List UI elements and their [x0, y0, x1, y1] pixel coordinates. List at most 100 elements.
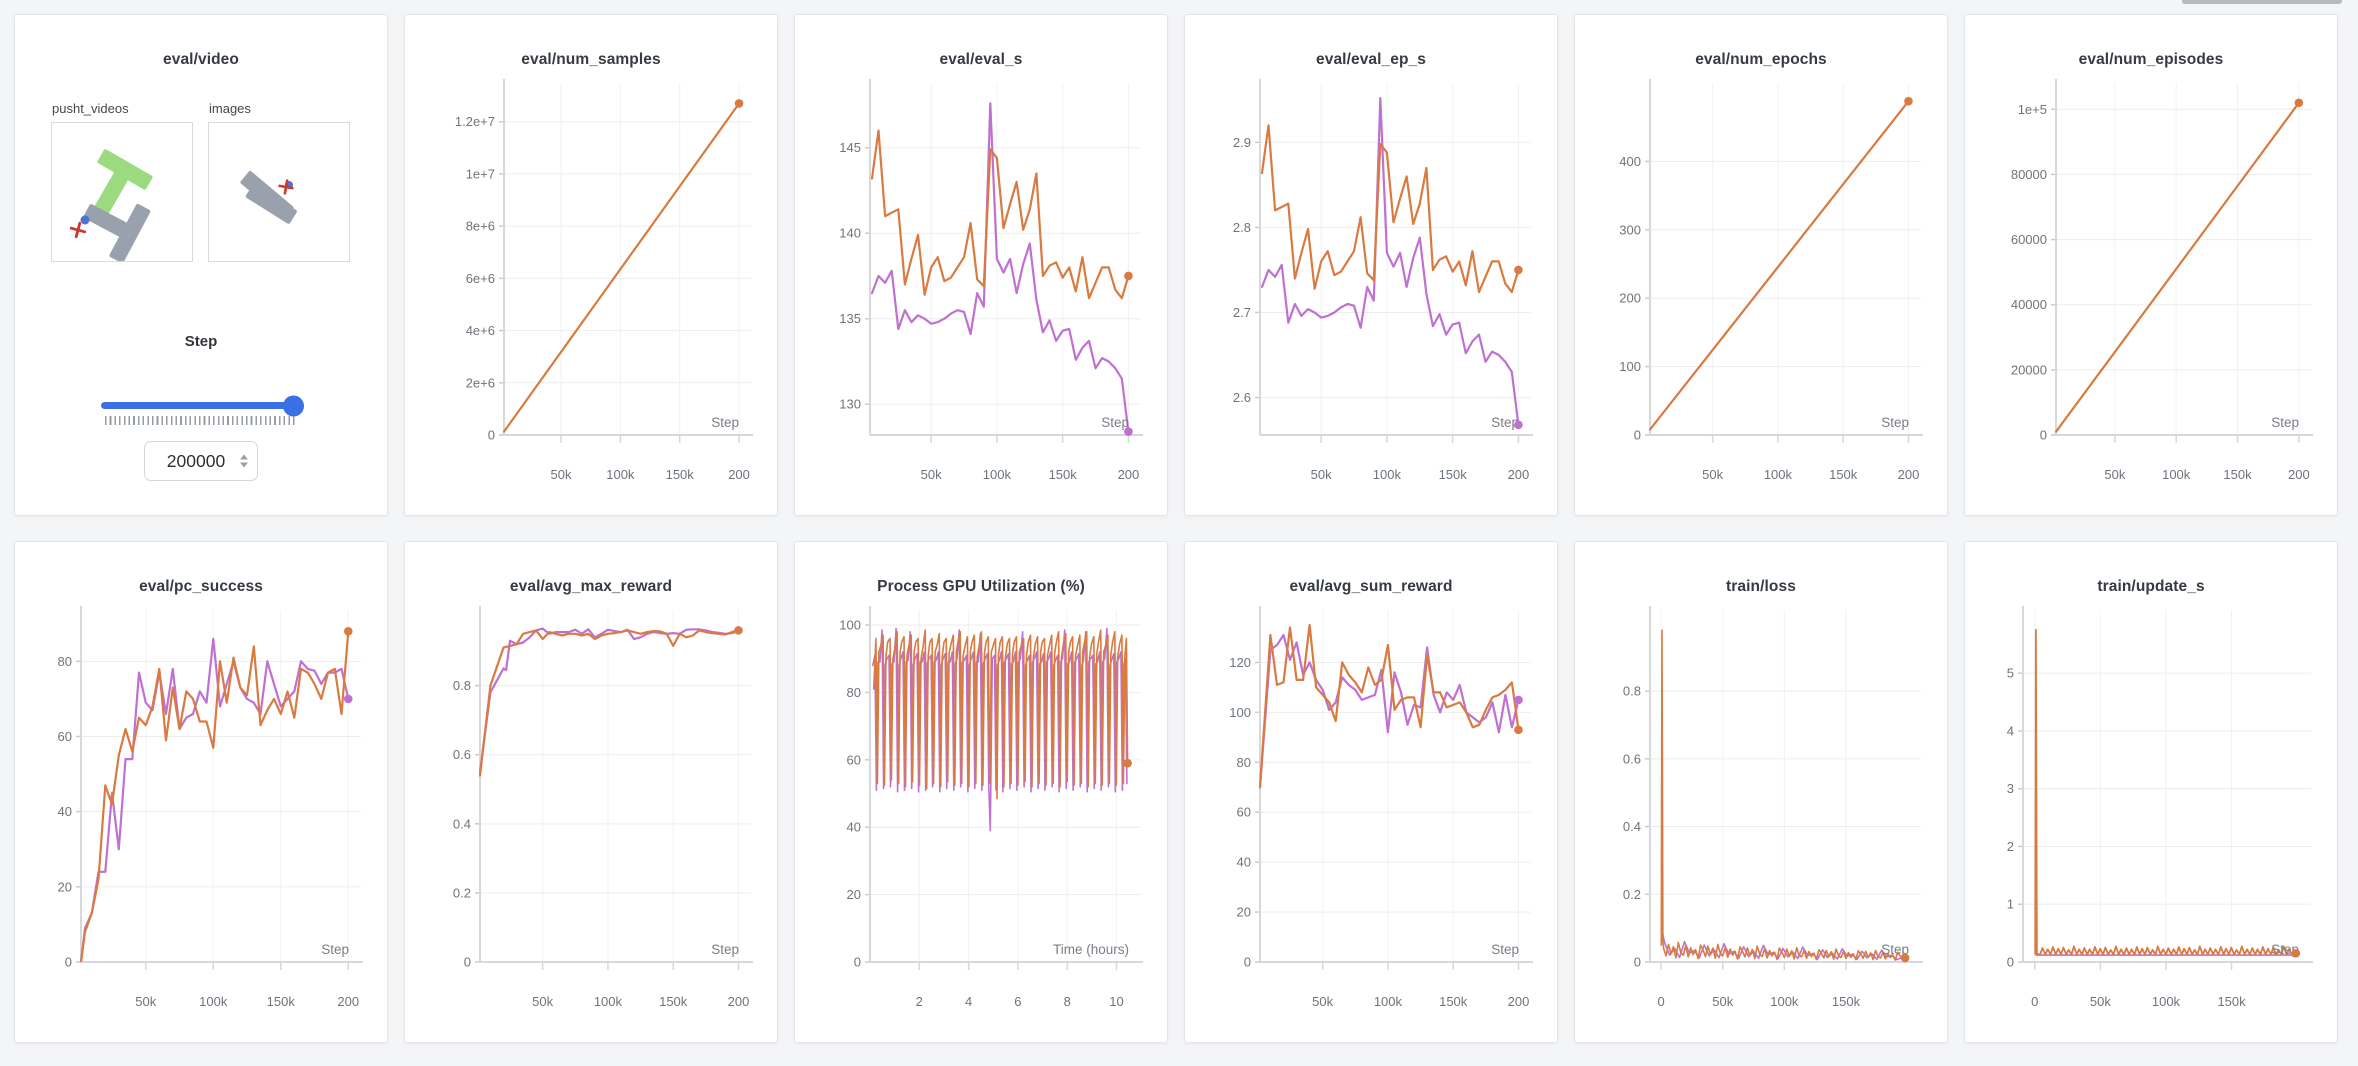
- chart-eval-num-episodes[interactable]: 0 20000 40000 60000 80000 1e+5 50k 100k 150k 200 S…: [1965, 69, 2337, 515]
- svg-text:50k: 50k: [2090, 994, 2111, 1009]
- images-thumbnail[interactable]: [208, 122, 350, 262]
- svg-text:3: 3: [2007, 781, 2014, 796]
- step-input[interactable]: 200000: [144, 441, 258, 481]
- panel-eval-pc-success[interactable]: eval/pc_success 0 20 40 60 80 50k 100k 150k 200 S…: [14, 541, 388, 1043]
- panel-train-update-s[interactable]: train/update_s 0 1 2 3 4 5 0 50k 100k 150k Step: [1964, 541, 2338, 1043]
- chart-train-update-s[interactable]: 0 1 2 3 4 5 0 50k 100k 150k Step: [1965, 596, 2337, 1042]
- svg-text:50k: 50k: [135, 994, 156, 1009]
- svg-text:40: 40: [847, 820, 861, 835]
- svg-text:2: 2: [2007, 839, 2014, 854]
- svg-text:50k: 50k: [1311, 467, 1332, 482]
- panel-title: eval/num_epochs: [1695, 51, 1827, 68]
- svg-text:5: 5: [2007, 666, 2014, 681]
- panel-title: train/loss: [1726, 578, 1796, 595]
- svg-text:0.4: 0.4: [453, 816, 471, 831]
- svg-text:50k: 50k: [2104, 467, 2125, 482]
- svg-text:0: 0: [2040, 428, 2047, 443]
- panel-title: train/update_s: [2097, 578, 2205, 595]
- svg-text:150k: 150k: [2217, 994, 2246, 1009]
- svg-text:60: 60: [1237, 805, 1251, 820]
- svg-text:200: 200: [1508, 467, 1530, 482]
- panel-eval-num-epochs[interactable]: eval/num_epochs 0 100 200 300 400 50k 100k 150k…: [1574, 14, 1948, 516]
- svg-text:150k: 150k: [1049, 467, 1078, 482]
- svg-text:200: 200: [337, 994, 359, 1009]
- panel-eval-eval-s[interactable]: eval/eval_s 130 135 140 145 50k 100k 150k 200 St…: [794, 14, 1168, 516]
- step-slider-track[interactable]: [101, 402, 301, 409]
- svg-text:8: 8: [1064, 994, 1071, 1009]
- svg-text:200: 200: [728, 467, 750, 482]
- svg-text:150k: 150k: [659, 994, 688, 1009]
- svg-text:0.6: 0.6: [1623, 751, 1641, 766]
- panel-title: eval/pc_success: [139, 578, 263, 595]
- step-slider-label: Step: [184, 333, 218, 350]
- svg-text:8e+6: 8e+6: [466, 219, 495, 234]
- svg-text:100: 100: [1229, 705, 1251, 720]
- chart-eval-num-epochs[interactable]: 0 100 200 300 400 50k 100k 150k 200 Step: [1575, 69, 1947, 515]
- chart-eval-pc-success[interactable]: 0 20 40 60 80 50k 100k 150k 200 Step: [15, 596, 387, 1042]
- panel-eval-avg-sum-reward[interactable]: eval/avg_sum_reward 0 20 40 60 80 100 120 50k 10…: [1184, 541, 1558, 1043]
- svg-text:20: 20: [58, 879, 72, 894]
- svg-text:40000: 40000: [2011, 297, 2047, 312]
- svg-text:100: 100: [1619, 359, 1641, 374]
- panel-eval-num-episodes[interactable]: eval/num_episodes 0 20000 40000 60000 80000 1…: [1964, 14, 2338, 516]
- chart-eval-avg-max-reward[interactable]: 0 0.2 0.4 0.6 0.8 50k 100k 150k 200 Step: [405, 596, 777, 1042]
- svg-text:50k: 50k: [1702, 467, 1723, 482]
- svg-text:200: 200: [2288, 467, 2310, 482]
- svg-text:200: 200: [1619, 291, 1641, 306]
- svg-text:50k: 50k: [532, 994, 553, 1009]
- stepper-down-icon[interactable]: [240, 462, 248, 468]
- chart-eval-eval-ep-s[interactable]: 2.6 2.7 2.8 2.9 50k 100k 150k 200 Step: [1185, 69, 1557, 515]
- svg-text:120: 120: [1229, 655, 1251, 670]
- svg-text:2.6: 2.6: [1233, 390, 1251, 405]
- svg-text:0: 0: [464, 955, 471, 970]
- chart-train-loss[interactable]: 0 0.2 0.4 0.6 0.8 0 50k 100k 150k Step: [1575, 596, 1947, 1042]
- chart-eval-avg-sum-reward[interactable]: 0 20 40 60 80 100 120 50k 100k 150k 200 Step: [1185, 596, 1557, 1042]
- svg-text:0.4: 0.4: [1623, 819, 1641, 834]
- svg-text:100k: 100k: [594, 994, 623, 1009]
- step-slider-thumb[interactable]: [283, 395, 304, 416]
- svg-text:100k: 100k: [2162, 467, 2191, 482]
- panel-train-loss[interactable]: train/loss 0 0.2 0.4 0.6 0.8 0 50k 100k 150k Step: [1574, 541, 1948, 1043]
- panel-title: eval/avg_sum_reward: [1289, 578, 1453, 595]
- stepper-up-icon[interactable]: [240, 454, 248, 460]
- horizontal-scrollbar-thumb[interactable]: [2182, 0, 2342, 4]
- svg-text:1.2e+7: 1.2e+7: [455, 114, 495, 129]
- panel-process-gpu-utilization[interactable]: Process GPU Utilization (%) 0 20 40 60 80 100…: [794, 541, 1168, 1043]
- svg-text:100k: 100k: [1770, 994, 1799, 1009]
- svg-text:1e+7: 1e+7: [466, 166, 495, 181]
- svg-text:1e+5: 1e+5: [2018, 102, 2047, 117]
- svg-text:200: 200: [1118, 467, 1140, 482]
- svg-text:100: 100: [839, 618, 861, 633]
- svg-text:100k: 100k: [983, 467, 1012, 482]
- svg-text:2.9: 2.9: [1233, 135, 1251, 150]
- svg-text:60000: 60000: [2011, 232, 2047, 247]
- svg-text:0.2: 0.2: [1623, 887, 1641, 902]
- panel-eval-avg-max-reward[interactable]: eval/avg_max_reward 0 0.2 0.4 0.6 0.8 50k 100k…: [404, 541, 778, 1043]
- svg-text:50k: 50k: [921, 467, 942, 482]
- svg-text:200: 200: [728, 994, 750, 1009]
- svg-text:Step: Step: [1881, 415, 1909, 430]
- svg-text:Step: Step: [1881, 942, 1909, 957]
- svg-text:0.2: 0.2: [453, 885, 471, 900]
- panel-eval-video[interactable]: eval/video pusht_videos images: [14, 14, 388, 516]
- svg-text:0: 0: [854, 955, 861, 970]
- chart-eval-num-samples[interactable]: 0 2e+6 4e+6 6e+6 8e+6 1e+7 1.2e+7 50k 100k 150k 20…: [405, 69, 777, 515]
- svg-text:100k: 100k: [1764, 467, 1793, 482]
- svg-text:150k: 150k: [1829, 467, 1858, 482]
- svg-text:80: 80: [58, 654, 72, 669]
- svg-text:100k: 100k: [1373, 467, 1402, 482]
- svg-text:1: 1: [2007, 897, 2014, 912]
- svg-text:Step: Step: [711, 942, 739, 957]
- step-slider[interactable]: [101, 395, 304, 416]
- chart-eval-eval-s[interactable]: 130 135 140 145 50k 100k 150k 200 Step: [795, 69, 1167, 515]
- svg-text:2.7: 2.7: [1233, 305, 1251, 320]
- panel-eval-eval-ep-s[interactable]: eval/eval_ep_s 2.6 2.7 2.8 2.9 50k 100k 150k 20…: [1184, 14, 1558, 516]
- svg-text:100k: 100k: [2152, 994, 2181, 1009]
- pusht-scene-image: [69, 149, 153, 263]
- pusht-videos-thumbnail[interactable]: [51, 122, 193, 263]
- svg-text:0: 0: [1244, 955, 1251, 970]
- svg-text:130: 130: [839, 397, 861, 412]
- panel-eval-num-samples[interactable]: eval/num_samples 0 2e+6 4e+6 6e+6 8e+6 1e+7 1.…: [404, 14, 778, 516]
- chart-process-gpu-utilization[interactable]: 0 20 40 60 80 100 2 4 6 8 10 Time (hours): [795, 596, 1167, 1042]
